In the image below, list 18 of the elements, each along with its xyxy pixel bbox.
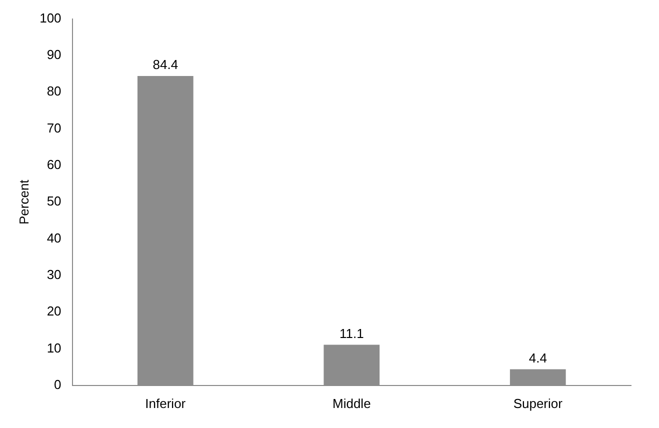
y-tick-label: 100 — [40, 10, 62, 26]
y-tick-label: 50 — [46, 194, 62, 209]
x-tick-label: Inferior — [145, 396, 186, 411]
y-tick-label: 80 — [46, 84, 62, 99]
y-tick-label: 0 — [54, 376, 62, 392]
data-label: 4.4 — [528, 350, 547, 366]
y-tick-label: 60 — [46, 157, 62, 172]
y-tick-label: 10 — [46, 340, 62, 356]
y-tick-label: 40 — [46, 230, 62, 246]
data-label: 84.4 — [152, 57, 178, 72]
data-label: 11.1 — [339, 326, 364, 341]
y-tick-label: 90 — [46, 47, 62, 62]
x-tick-label: Middle — [332, 396, 371, 411]
x-tick-label: Superior — [513, 396, 564, 411]
y-tick-label: 20 — [46, 304, 62, 319]
y-tick-label: 70 — [46, 120, 62, 136]
y-tick-label: 30 — [46, 267, 62, 282]
y-axis-title: Percent — [16, 179, 32, 225]
